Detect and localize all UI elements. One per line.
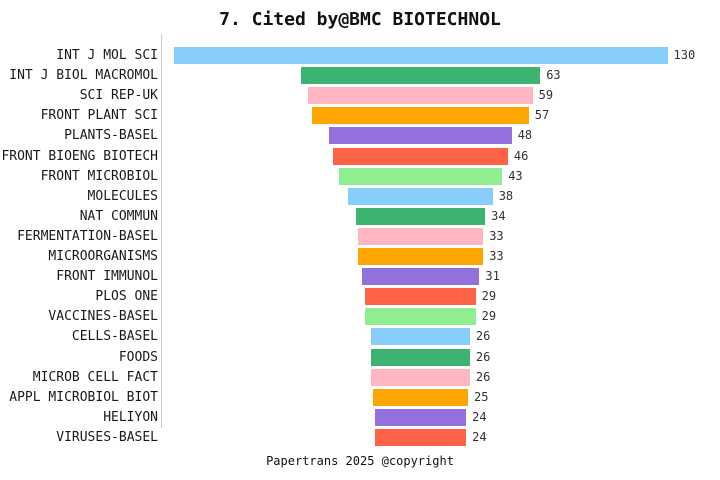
bar: [300, 67, 541, 85]
bar: [348, 187, 493, 205]
chart-row: VIRUSES-BASEL 24: [0, 428, 720, 446]
bar: [333, 147, 508, 165]
chart-row: MICROORGANISMS 33: [0, 248, 720, 265]
chart-title: 7. Cited by@BMC BIOTECHNOL: [219, 9, 501, 30]
value-label: 34: [491, 208, 506, 223]
chart-row: INT J MOL SCI 130: [0, 47, 720, 64]
value-label: 29: [481, 289, 497, 304]
category-label: FOODS: [118, 349, 158, 365]
value-label: 29: [481, 309, 497, 324]
value-label: 26: [475, 349, 491, 364]
value-label: 59: [538, 88, 554, 103]
bar: [371, 368, 470, 386]
value-label: 57: [534, 108, 550, 123]
category-label: VIRUSES-BASEL: [56, 429, 158, 445]
category-label: MICROB CELL FACT: [32, 369, 158, 385]
chart-row: FRONT BIOENG BIOTECH 46: [0, 147, 720, 165]
chart-row: PLANTS-BASEL 48: [0, 127, 720, 145]
bar: [355, 207, 486, 225]
bar: [371, 328, 470, 346]
bar: [357, 227, 484, 245]
value-label: 130: [673, 48, 696, 62]
chart-row: CELLS-BASEL 26: [0, 328, 720, 346]
category-label: HELIYON: [103, 409, 158, 425]
value-label: 63: [546, 68, 561, 83]
value-label: 38: [498, 188, 514, 203]
chart-row: FRONT PLANT SCI 57: [0, 107, 720, 125]
chart-row: FRONT MICROBIOL 43: [0, 167, 720, 185]
value-label: 43: [508, 168, 523, 183]
category-label: FRONT BIOENG BIOTECH: [1, 148, 158, 164]
category-label: PLANTS-BASEL: [64, 128, 158, 144]
category-label: FRONT PLANT SCI: [40, 108, 158, 124]
bar: [374, 408, 467, 426]
value-label: 33: [489, 249, 504, 263]
bar: [371, 348, 470, 366]
category-label: MOLECULES: [87, 188, 158, 204]
chart-row: INT J BIOL MACROMOL 63: [0, 67, 720, 85]
chart-row: FRONT IMMUNOL 31: [0, 268, 720, 286]
category-label: CELLS-BASEL: [71, 329, 158, 345]
category-label: NAT COMMUN: [79, 208, 158, 224]
chart-row: PLOS ONE 29: [0, 288, 720, 306]
y-axis-line: [161, 34, 162, 428]
value-label: 26: [475, 369, 491, 384]
category-label: FERMENTATION-BASEL: [17, 228, 158, 244]
bar: [357, 248, 484, 265]
category-label: INT J BIOL MACROMOL: [9, 68, 158, 84]
category-label: APPL MICROBIOL BIOT: [9, 389, 158, 405]
bar: [365, 308, 476, 326]
value-label: 46: [513, 148, 529, 163]
chart-row: APPL MICROBIOL BIOT 25: [0, 388, 720, 406]
category-label: INT J MOL SCI: [56, 48, 158, 63]
bar: [374, 428, 467, 446]
value-label: 33: [489, 228, 504, 243]
chart-row: FOODS 26: [0, 348, 720, 366]
value-label: 31: [485, 269, 500, 284]
chart-row: NAT COMMUN 34: [0, 207, 720, 225]
bar: [173, 47, 668, 64]
category-label: PLOS ONE: [95, 289, 158, 305]
bar: [308, 87, 533, 105]
chart-row: MOLECULES 38: [0, 187, 720, 205]
bar: [365, 288, 476, 306]
value-label: 25: [474, 389, 489, 404]
chart-row: MICROB CELL FACT 26: [0, 368, 720, 386]
category-label: SCI REP-UK: [79, 88, 158, 104]
category-label: MICROORGANISMS: [48, 249, 158, 264]
bar: [312, 107, 529, 125]
bar: [361, 268, 480, 286]
value-label: 48: [517, 128, 533, 143]
value-label: 24: [472, 429, 487, 444]
value-label: 24: [472, 409, 487, 424]
value-label: 26: [475, 329, 491, 344]
bar: [373, 388, 468, 406]
chart-row: HELIYON 24: [0, 408, 720, 426]
category-label: FRONT MICROBIOL: [40, 168, 158, 184]
category-label: FRONT IMMUNOL: [56, 269, 158, 285]
chart-row: VACCINES-BASEL 29: [0, 308, 720, 326]
copyright-footer: Papertrans 2025 @copyright: [266, 454, 454, 468]
category-label: VACCINES-BASEL: [48, 309, 158, 325]
chart-row: SCI REP-UK 59: [0, 87, 720, 105]
bar: [329, 127, 512, 145]
bar: [338, 167, 503, 185]
chart-row: FERMENTATION-BASEL 33: [0, 227, 720, 245]
